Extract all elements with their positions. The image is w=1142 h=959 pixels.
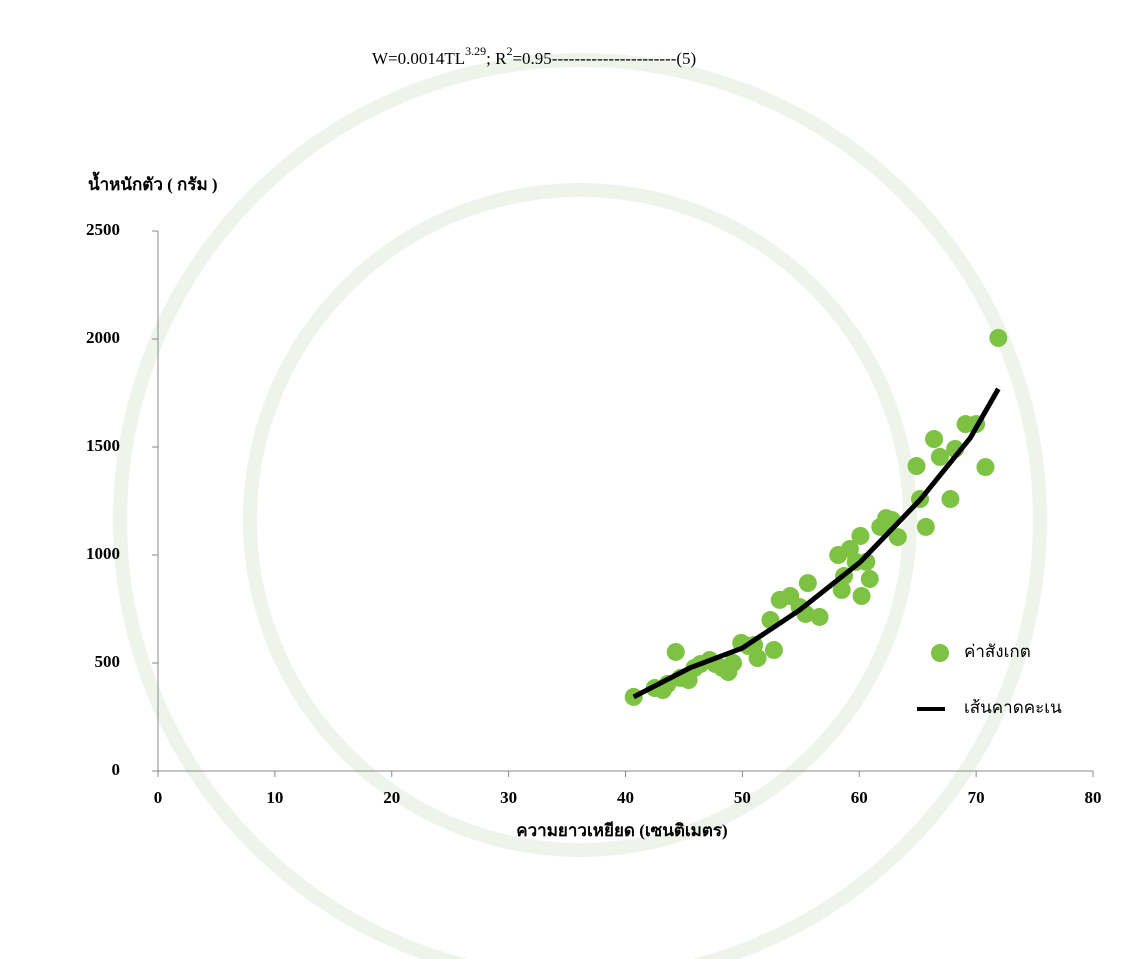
- x-tick-label: 20: [383, 788, 400, 807]
- point: [930, 447, 949, 466]
- x-axis-label: ความยาวเหยียด (เซนติเมตร): [516, 820, 727, 840]
- point: [888, 528, 907, 547]
- legend-marker: [931, 644, 949, 662]
- point: [832, 580, 851, 599]
- x-tick-label: 0: [154, 788, 163, 807]
- equation: W=0.0014TL3.29; R2=0.95-----------------…: [372, 44, 696, 68]
- point: [810, 607, 829, 626]
- point: [989, 328, 1008, 347]
- point: [852, 587, 871, 606]
- point: [907, 457, 926, 476]
- point: [764, 641, 783, 660]
- legend-label: เส้นคาดคะเน: [964, 698, 1062, 717]
- point: [860, 569, 879, 588]
- y-tick-label: 1500: [86, 436, 120, 455]
- point: [666, 642, 685, 661]
- equation-part: W=0.0014TL: [372, 49, 465, 68]
- equation-part: =0.95----------------------(5): [512, 49, 696, 68]
- y-axis-label: น้ำหนักตัว ( กรัม ): [88, 171, 218, 194]
- x-tick-label: 80: [1085, 788, 1102, 807]
- point: [976, 458, 995, 477]
- y-tick-label: 1000: [86, 544, 120, 563]
- point: [851, 526, 870, 545]
- point: [941, 490, 960, 509]
- x-tick-label: 60: [851, 788, 868, 807]
- fit-line: [632, 387, 1001, 700]
- y-tick-label: 2500: [86, 220, 120, 239]
- point: [724, 654, 743, 672]
- legend-label: ค่าสังเกต: [964, 642, 1031, 661]
- x-tick-label: 10: [266, 788, 283, 807]
- equation-exponent: 2: [506, 44, 512, 58]
- x-tick-label: 50: [734, 788, 751, 807]
- x-tick-label: 30: [500, 788, 517, 807]
- watermark: [113, 53, 1047, 959]
- point: [916, 517, 935, 536]
- y-tick-label: 0: [112, 760, 121, 779]
- y-tick-label: 2000: [86, 328, 120, 347]
- point: [748, 649, 767, 668]
- y-tick-label: 500: [95, 652, 121, 671]
- equation-exponent: 3.29: [465, 44, 486, 58]
- x-tick-label: 40: [617, 788, 634, 807]
- x-tick-label: 70: [968, 788, 985, 807]
- point: [925, 430, 944, 449]
- equation-part: ; R: [486, 49, 507, 68]
- point: [798, 574, 817, 593]
